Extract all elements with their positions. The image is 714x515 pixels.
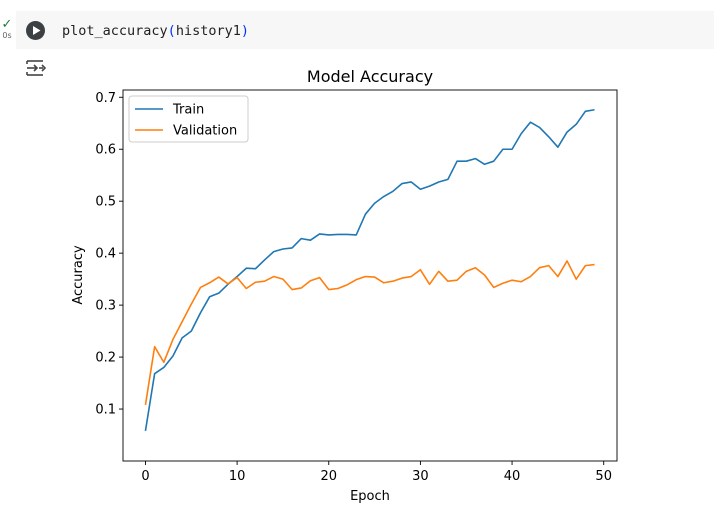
x-tick-label: 20	[320, 469, 337, 484]
series-line-train	[144, 108, 595, 431]
y-axis-label: Accuracy	[71, 245, 86, 305]
output-toggle-button[interactable]	[25, 58, 47, 78]
y-tick-label: 0.6	[95, 143, 116, 158]
plot-area: 0 10 20 30 40 50 0.1 0.2 0.3 0.4 0.5 0.6 0.7	[95, 89, 618, 484]
x-axis-label: Epoch	[350, 489, 390, 504]
y-tick-label: 0.2	[95, 351, 116, 366]
code-cell[interactable]: plot_accuracy(history1)	[16, 11, 714, 49]
x-tick-label: 30	[412, 469, 429, 484]
y-tick-label: 0.4	[95, 247, 116, 262]
play-icon	[33, 26, 41, 35]
y-tick-label: 0.7	[95, 91, 116, 106]
code-open-paren: (	[167, 23, 176, 39]
x-tick-label: 40	[504, 469, 521, 484]
plot-frame	[122, 89, 618, 462]
code-function-name: plot_accuracy	[62, 23, 168, 39]
code-close-paren: )	[240, 23, 249, 39]
x-tick-label: 0	[141, 469, 149, 484]
output-toggle-icon	[26, 60, 47, 76]
y-tick-label: 0.5	[95, 195, 116, 210]
run-cell-button[interactable]	[26, 21, 45, 40]
legend: Train Validation	[128, 95, 249, 143]
y-tick-label: 0.3	[95, 299, 116, 314]
accuracy-chart: Model Accuracy 0 10 20 30 40 50 0.1 0.2 0.3 0.4 0.…	[56, 60, 636, 510]
code-argument: history1	[175, 23, 241, 39]
series-line-validation	[144, 260, 595, 406]
check-icon: ✓	[1, 17, 13, 32]
legend-label-validation: Validation	[173, 124, 237, 139]
code-line[interactable]: plot_accuracy(history1)	[62, 21, 249, 41]
x-tick-label: 10	[229, 469, 246, 484]
y-tick-label: 0.1	[95, 403, 116, 418]
cell-status: ✓ 0s	[0, 18, 14, 40]
legend-label-train: Train	[172, 103, 204, 118]
execution-time: 0s	[2, 31, 12, 40]
chart-title: Model Accuracy	[307, 67, 433, 86]
x-tick-label: 50	[595, 469, 612, 484]
chart-svg: Model Accuracy 0 10 20 30 40 50 0.1 0.2 0.3 0.4 0.…	[71, 67, 618, 504]
